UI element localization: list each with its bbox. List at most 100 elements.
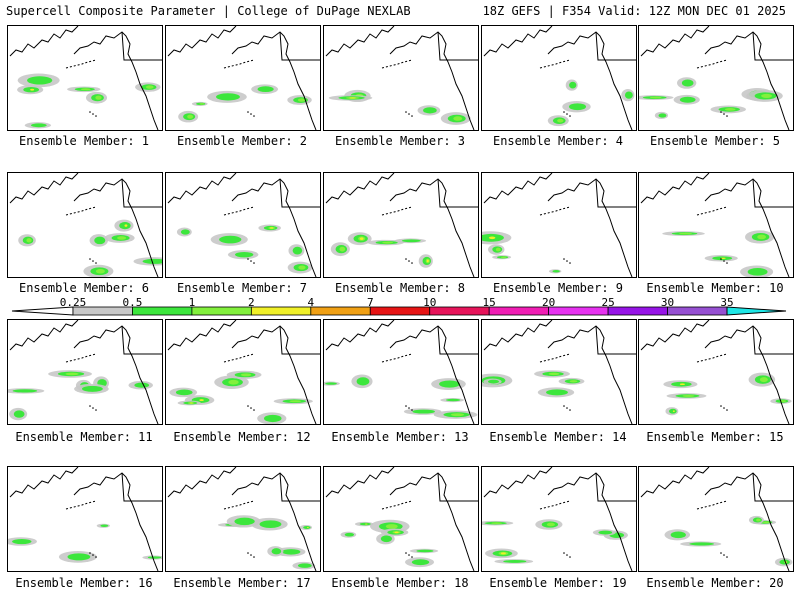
scp-contour xyxy=(128,380,153,390)
scp-contour xyxy=(488,244,505,255)
map-canvas xyxy=(640,467,793,571)
ensemble-member-label: Ensemble Member: 4 xyxy=(492,134,624,148)
ensemble-member-label: Ensemble Member: 19 xyxy=(489,576,627,590)
scp-contour xyxy=(347,232,372,246)
scp-contour xyxy=(663,380,698,389)
ensemble-member-map xyxy=(323,172,479,278)
coastline xyxy=(325,26,478,130)
scp-contour xyxy=(176,227,192,237)
scp-contour xyxy=(558,377,585,385)
scp-contour xyxy=(354,521,374,527)
map-canvas xyxy=(640,320,793,424)
scale-tick-label: 4 xyxy=(307,296,315,309)
scp-contour xyxy=(85,91,108,104)
ensemble-member-label: Ensemble Member: 7 xyxy=(176,281,308,295)
map-canvas xyxy=(8,320,162,424)
map-canvas xyxy=(639,26,793,130)
coastline xyxy=(640,173,793,277)
scp-contour xyxy=(89,234,109,247)
scp-contour xyxy=(114,219,134,232)
ensemble-member-label: Ensemble Member: 8 xyxy=(334,281,466,295)
scp-contour xyxy=(177,400,201,406)
ensemble-member-map xyxy=(638,319,794,425)
scp-contour xyxy=(440,397,465,403)
scp-contour xyxy=(746,89,783,102)
scp-contour xyxy=(433,410,478,419)
scp-contour xyxy=(417,105,441,116)
map-canvas xyxy=(324,320,478,424)
scale-tick-label: 1 xyxy=(188,296,196,309)
ensemble-member-map xyxy=(638,25,794,131)
scale-tick-label: 15 xyxy=(482,296,496,309)
scale-tick-label: 25 xyxy=(601,296,615,309)
coastline xyxy=(483,467,636,571)
scp-contour xyxy=(142,555,162,560)
ensemble-member-label: Ensemble Member: 10 xyxy=(646,281,784,295)
scale-color-bin xyxy=(429,306,490,316)
scp-contour xyxy=(380,528,409,537)
scp-contour xyxy=(482,231,512,245)
map-canvas xyxy=(325,173,478,277)
map-canvas xyxy=(9,173,162,277)
scp-contour xyxy=(774,557,793,567)
ensemble-member-label: Ensemble Member: 5 xyxy=(649,134,781,148)
coastline xyxy=(9,467,162,571)
ensemble-member-map xyxy=(7,25,163,131)
ensemble-member-map xyxy=(481,172,637,278)
scp-contour xyxy=(666,393,707,399)
scp-contour xyxy=(405,557,434,568)
scale-color-bin xyxy=(369,306,431,316)
scp-contour xyxy=(654,111,669,120)
scp-contour xyxy=(376,533,395,545)
ensemble-member-map xyxy=(481,319,637,425)
scp-contour xyxy=(710,105,747,114)
scp-contour xyxy=(207,90,247,103)
ensemble-member-label: Ensemble Member: 1 xyxy=(18,134,150,148)
scale-color-bin xyxy=(250,306,312,316)
ensemble-member-label: Ensemble Member: 3 xyxy=(334,134,466,148)
coastline xyxy=(167,320,320,424)
scp-contour xyxy=(273,398,313,405)
run-valid-time: 18Z GEFS | F354 Valid: 12Z MON DEC 01 20… xyxy=(482,4,786,18)
scp-contour xyxy=(67,86,101,93)
coastline xyxy=(483,173,636,277)
coastline xyxy=(167,26,320,130)
scp-contour xyxy=(226,515,261,528)
scp-contour xyxy=(8,537,37,546)
scp-contour xyxy=(324,381,340,386)
scp-contour xyxy=(592,529,616,536)
scale-overflow-arrow xyxy=(726,306,787,316)
scp-contour xyxy=(565,79,578,91)
scp-contour xyxy=(251,84,279,94)
coastline xyxy=(325,467,478,571)
scp-contour xyxy=(639,95,674,100)
scp-contour xyxy=(748,372,776,387)
scp-contour xyxy=(409,548,439,554)
ensemble-member-map xyxy=(7,466,163,572)
map-canvas xyxy=(167,173,320,277)
ensemble-member-label: Ensemble Member: 2 xyxy=(176,134,308,148)
coastline xyxy=(9,26,162,130)
coastline xyxy=(325,320,478,424)
ensemble-member-map xyxy=(7,319,163,425)
scp-contour xyxy=(210,233,248,246)
scp-contour xyxy=(74,383,109,394)
scp-contour xyxy=(535,519,563,530)
coastline xyxy=(167,467,320,571)
ensemble-member-label: Ensemble Member: 13 xyxy=(331,430,469,444)
ensemble-member-label: Ensemble Member: 14 xyxy=(489,430,627,444)
scp-contour xyxy=(267,546,284,557)
scp-contour xyxy=(292,561,316,570)
scp-contour xyxy=(418,254,433,268)
scp-contour xyxy=(485,548,518,559)
ensemble-member-map xyxy=(323,466,479,572)
scp-contour xyxy=(17,73,60,88)
scale-tick-label: 30 xyxy=(660,296,675,309)
coastline xyxy=(483,26,636,130)
scp-contour xyxy=(9,407,28,421)
scale-tick-label: 10 xyxy=(423,296,437,309)
map-canvas xyxy=(640,173,793,277)
scp-contour xyxy=(537,387,575,398)
scp-contour xyxy=(748,515,764,525)
scp-contour xyxy=(664,529,691,541)
